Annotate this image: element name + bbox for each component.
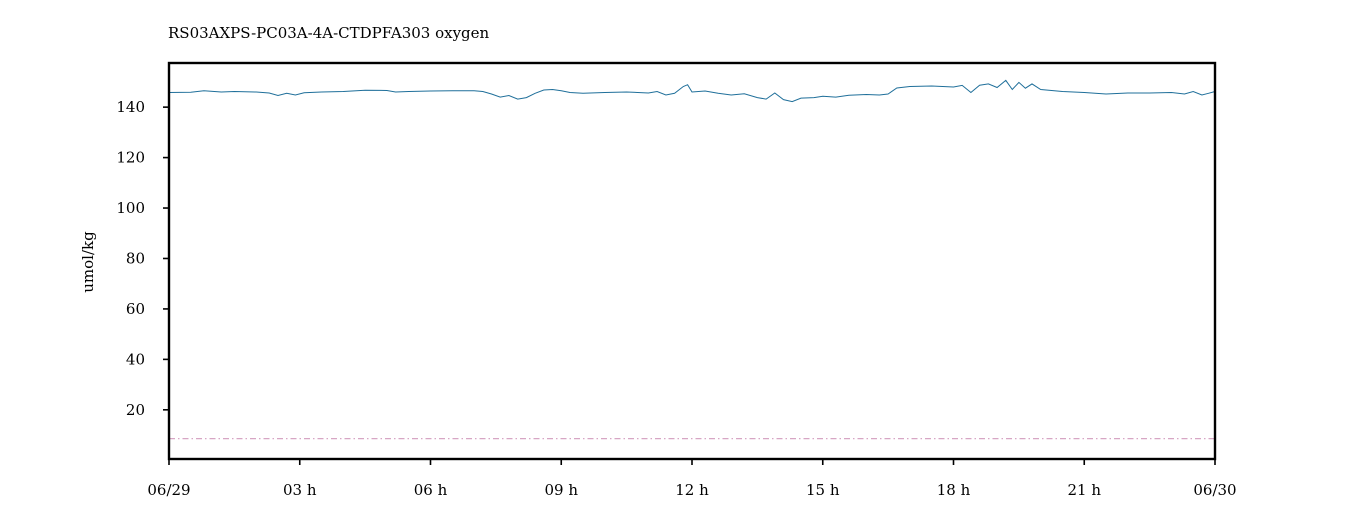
chart-title: RS03AXPS-PC03A-4A-CTDPFA303 oxygen (168, 24, 490, 42)
y-axis-ticks: 20 40 60 80 100 120 140 (116, 98, 169, 419)
y-tick-label: 40 (126, 350, 145, 368)
x-tick-label: 06 h (414, 481, 448, 499)
x-tick-label: 09 h (544, 481, 578, 499)
y-tick-label: 80 (126, 249, 145, 267)
plot-series (168, 79, 1216, 440)
y-tick-label: 60 (126, 300, 145, 318)
x-tick-label: 03 h (283, 481, 317, 499)
x-tick-label: 06/30 (1193, 481, 1236, 499)
plot-frame (167, 61, 1217, 461)
x-tick-label: 15 h (806, 481, 840, 499)
y-tick-label: 20 (126, 401, 145, 419)
x-tick-label: 18 h (937, 481, 971, 499)
x-tick-label: 12 h (675, 481, 709, 499)
y-tick-label: 100 (116, 199, 145, 217)
y-tick-label: 120 (116, 149, 145, 167)
x-axis-ticks: 06/29 03 h 06 h 09 h 12 h 15 h 18 h 21 h 06/30 (147, 459, 1237, 499)
y-tick-label: 140 (116, 98, 145, 116)
y-axis-label: umol/kg (79, 231, 97, 293)
x-tick-label: 06/29 (147, 481, 190, 499)
x-tick-label: 21 h (1067, 481, 1101, 499)
series-line-1 (168, 79, 1216, 103)
